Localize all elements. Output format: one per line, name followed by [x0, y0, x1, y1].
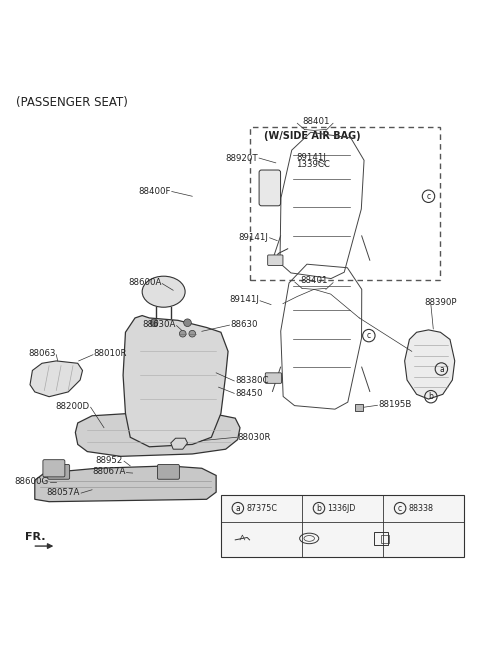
Text: 88450: 88450 [235, 389, 263, 398]
Polygon shape [30, 361, 83, 397]
Text: 88630: 88630 [230, 320, 258, 329]
Text: 88010R: 88010R [93, 349, 127, 358]
Text: b: b [429, 392, 433, 402]
Text: (W/SIDE AIR BAG): (W/SIDE AIR BAG) [264, 131, 360, 141]
Text: a: a [236, 504, 240, 513]
Text: 88195B: 88195B [378, 400, 412, 409]
Text: (PASSENGER SEAT): (PASSENGER SEAT) [16, 96, 128, 109]
Text: c: c [426, 192, 431, 201]
Text: 88380C: 88380C [235, 377, 269, 385]
Text: 1339CC: 1339CC [296, 160, 330, 169]
Ellipse shape [142, 276, 185, 307]
Circle shape [180, 330, 186, 337]
Text: 89141J: 89141J [296, 153, 326, 162]
Polygon shape [123, 316, 228, 447]
Text: 88952: 88952 [96, 456, 123, 464]
Text: 88030R: 88030R [238, 433, 271, 441]
FancyBboxPatch shape [268, 255, 283, 265]
Polygon shape [35, 466, 216, 502]
Text: 88600A: 88600A [128, 278, 161, 287]
Text: 88920T: 88920T [226, 153, 258, 162]
FancyBboxPatch shape [157, 464, 180, 479]
Text: 88390P: 88390P [424, 298, 456, 307]
Text: b: b [316, 504, 322, 513]
Text: 88401: 88401 [302, 117, 330, 126]
Bar [221, 495, 464, 557]
FancyBboxPatch shape [265, 373, 281, 383]
Text: 88057A: 88057A [47, 488, 80, 497]
Text: 88630A: 88630A [142, 320, 176, 329]
Text: 88338: 88338 [408, 504, 434, 513]
Text: a: a [439, 365, 444, 373]
Text: 88401: 88401 [300, 276, 328, 285]
Text: c: c [398, 504, 402, 513]
Polygon shape [171, 438, 188, 449]
Text: 89141J: 89141J [229, 295, 259, 305]
Polygon shape [405, 330, 455, 399]
Circle shape [189, 330, 196, 337]
Text: 88400F: 88400F [138, 187, 171, 196]
Text: 88600G: 88600G [15, 477, 49, 485]
FancyBboxPatch shape [259, 170, 281, 206]
Circle shape [150, 319, 158, 327]
Text: 88063: 88063 [29, 349, 56, 358]
FancyBboxPatch shape [355, 404, 363, 411]
Text: 88200D: 88200D [56, 402, 90, 411]
Polygon shape [75, 413, 240, 457]
Text: 89141J: 89141J [239, 233, 269, 242]
FancyBboxPatch shape [48, 464, 70, 479]
Text: c: c [367, 331, 371, 340]
Text: 87375C: 87375C [246, 504, 277, 513]
Text: 1336JD: 1336JD [327, 504, 356, 513]
FancyBboxPatch shape [43, 460, 65, 477]
Text: 88067A: 88067A [92, 467, 125, 476]
Text: FR.: FR. [25, 533, 46, 542]
Circle shape [184, 319, 192, 327]
